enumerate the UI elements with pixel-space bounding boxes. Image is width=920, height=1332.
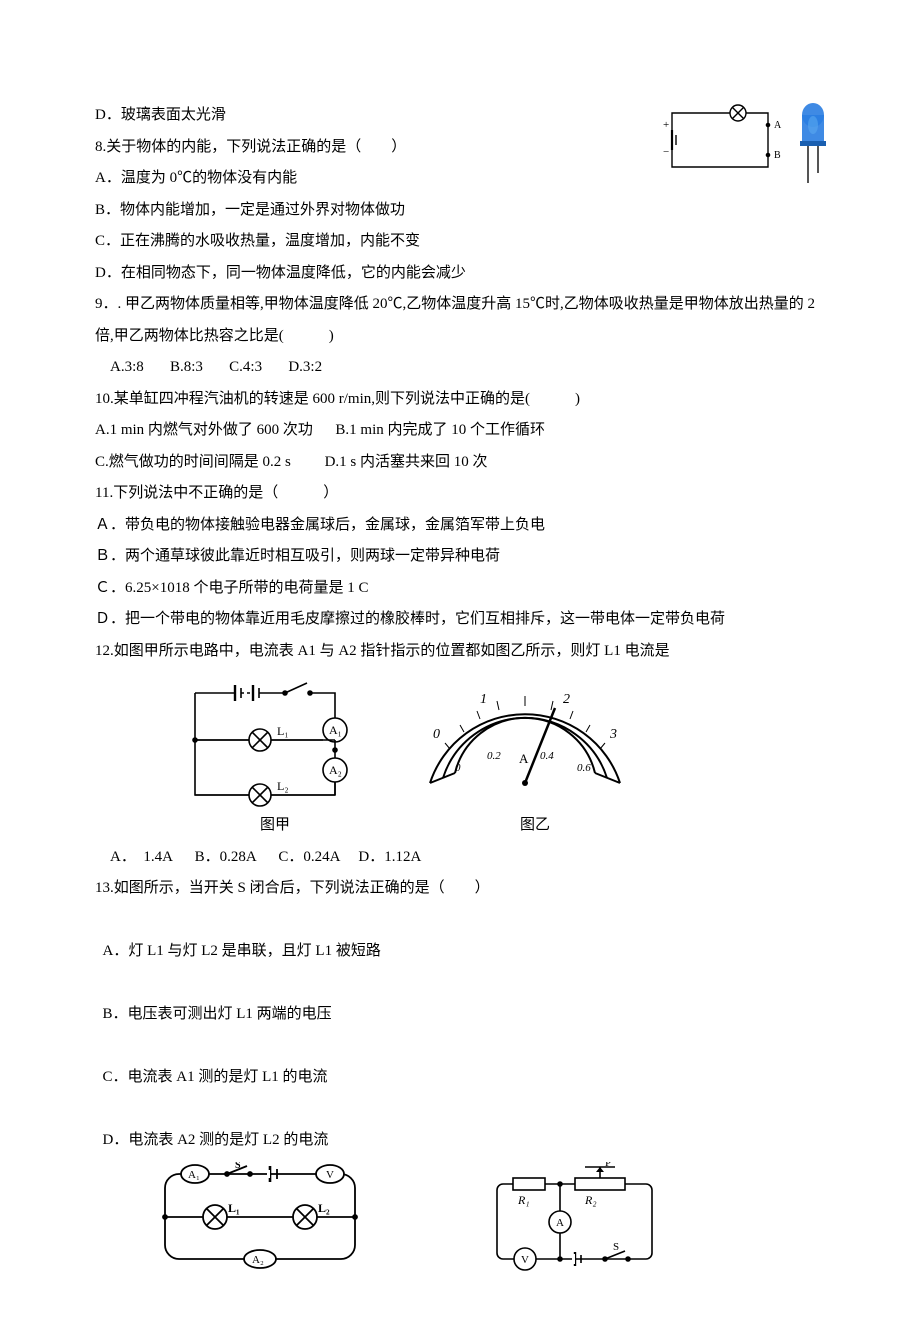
dial-minor-3: 0.6 xyxy=(577,762,591,774)
dial-minor-2: 0.4 xyxy=(540,750,554,762)
q12-figures: A₁ A₂ L₁ L₂ 0 1 2 3 0 0.2 0.4 0.6 xyxy=(165,675,830,810)
l1-label: L₁ xyxy=(277,724,289,738)
l1-label: L₁ xyxy=(228,1201,240,1215)
q12-stem: 12.如图甲所示电路中，电流表 A1 与 A2 指针指示的位置都如图乙所示，则灯… xyxy=(95,636,830,668)
a2-label: A₂ xyxy=(329,763,342,777)
dial-major-1: 1 xyxy=(480,692,487,707)
q13-right-circuit-svg: R₁ R₂ P A V S xyxy=(485,1162,665,1272)
q11-option-d: Ｄ．把一个带电的物体靠近用毛皮摩擦过的橡胶棒时，它们互相排斥，这一带电体一定带负… xyxy=(95,604,830,636)
q13-row2: C．电流表 A1 测的是灯 L1 的电流 D．电流表 A2 测的是灯 L2 的电… xyxy=(95,1031,830,1157)
a1-label: A₁ xyxy=(188,1169,200,1181)
q11-option-b: Ｂ．两个通草球彼此靠近时相互吸引，则两球一定带异种电荷 xyxy=(95,541,830,573)
q11-stem: 11.下列说法中不正确的是（ ） xyxy=(95,478,830,510)
q10-options-row1: A.1 min 内燃气对外做了 600 次功 B.1 min 内完成了 10 个… xyxy=(95,415,830,447)
v-label: V xyxy=(326,1169,334,1181)
dial-minor-1: 0.2 xyxy=(487,750,501,762)
dial-major-2: 2 xyxy=(563,692,570,707)
q10-stem: 10.某单缸四冲程汽油机的转速是 600 r/min,则下列说法中正确的是( ) xyxy=(95,384,830,416)
r1-label: R₁ xyxy=(517,1193,530,1207)
q11-option-a: Ａ．带负电的物体接触验电器金属球后，金属球，金属箔军带上负电 xyxy=(95,510,830,542)
q9-options: A.3:8 B.8:3 C.4:3 D.3:2 xyxy=(95,352,830,384)
l2-label: L₂ xyxy=(318,1201,330,1215)
r2-label: R₂ xyxy=(584,1193,597,1207)
q9-stem: 9．. 甲乙两物体质量相等,甲物体温度降低 20℃,乙物体温度升高 15℃时,乙… xyxy=(95,289,830,352)
q10-options-row2: C.燃气做功的时间间隔是 0.2 s D.1 s 内活塞共来回 10 次 xyxy=(95,447,830,479)
q13-stem: 13.如图所示，当开关 S 闭合后，下列说法正确的是（ ） xyxy=(95,873,830,905)
q8-option-d: D．在相同物态下，同一物体温度降低，它的内能会减少 xyxy=(95,258,830,290)
minus-label: − xyxy=(663,146,669,158)
q13-left-circuit-svg: A₁ S V L₁ L₂ A₂ xyxy=(155,1162,365,1272)
caption-jia: 图甲 xyxy=(165,810,385,842)
caption-yi: 图乙 xyxy=(425,810,645,842)
dial-major-3: 3 xyxy=(609,727,617,742)
q12-circuit-svg: A₁ A₂ L₁ L₂ xyxy=(165,675,375,810)
s-label: S xyxy=(235,1162,241,1171)
q8-circuit-figure: + − A B xyxy=(660,95,830,190)
p-label: P xyxy=(605,1162,611,1169)
a-label: A xyxy=(556,1217,564,1229)
a1-label: A₁ xyxy=(329,723,342,737)
dial-minor-0: 0 xyxy=(455,762,461,774)
q11-option-c: Ｃ．6.25×1018 个电子所带的电荷量是 1 C xyxy=(95,573,830,605)
a2-label: A₂ xyxy=(252,1254,264,1266)
q13-option-b: B．电压表可测出灯 L1 两端的电压 xyxy=(103,1006,332,1022)
plus-label: + xyxy=(663,119,669,131)
s-label: S xyxy=(613,1241,619,1253)
q13-row1: A．灯 L1 与灯 L2 是串联，且灯 L1 被短路 B．电压表可测出灯 L1 … xyxy=(95,905,830,1031)
terminal-a: A xyxy=(774,120,782,131)
terminal-b: B xyxy=(774,150,781,161)
q13-option-c: C．电流表 A1 测的是灯 L1 的电流 xyxy=(103,1069,328,1085)
v-label: V xyxy=(521,1254,529,1266)
q12-captions: 图甲 图乙 xyxy=(165,810,830,842)
q8-option-b: B．物体内能增加，一定是通过外界对物体做功 xyxy=(95,195,830,227)
q13-option-a: A．灯 L1 与灯 L2 是串联，且灯 L1 被短路 xyxy=(103,943,381,959)
dial-major-0: 0 xyxy=(433,727,440,742)
q12-dial-svg: 0 1 2 3 0 0.2 0.4 0.6 A xyxy=(415,683,635,803)
q13-option-d: D．电流表 A2 测的是灯 L2 的电流 xyxy=(103,1132,329,1148)
dial-center: A xyxy=(519,751,529,766)
q12-options: A． 1.4A B．0.28A C．0.24A D．1.12A xyxy=(95,842,830,874)
l2-label: L₂ xyxy=(277,779,289,793)
q8-option-c: C．正在沸腾的水吸收热量，温度增加，内能不变 xyxy=(95,226,830,258)
circuit-lamp-led-svg: + − A B xyxy=(660,95,830,190)
q13-figures: A₁ S V L₁ L₂ A₂ xyxy=(155,1162,830,1272)
